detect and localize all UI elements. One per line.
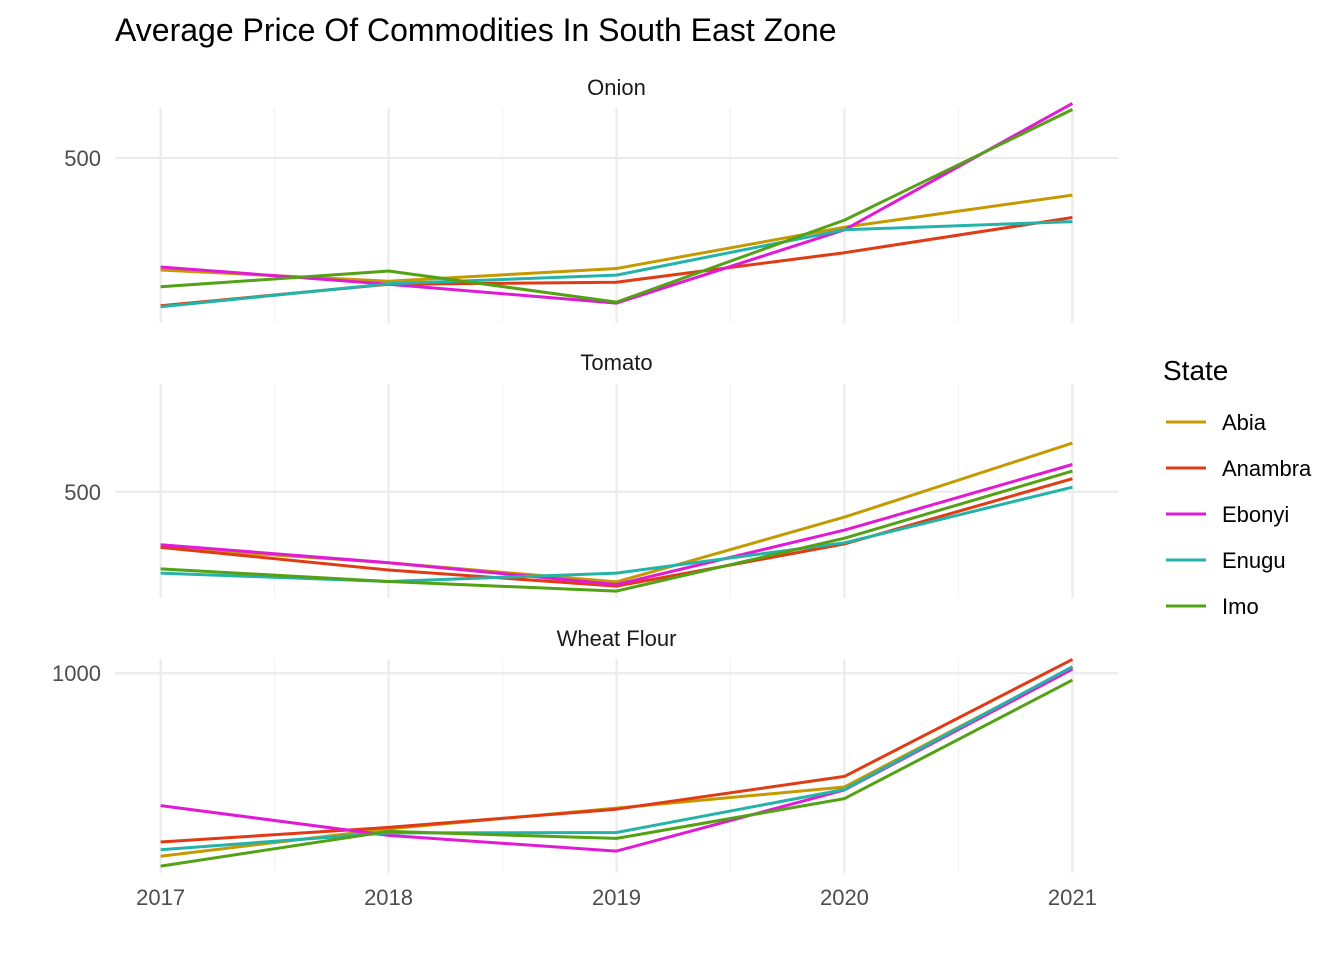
legend-label: Enugu — [1222, 548, 1286, 573]
chart-title: Average Price Of Commodities In South Ea… — [115, 12, 837, 48]
legend-label: Abia — [1222, 410, 1267, 435]
legend-title: State — [1163, 355, 1228, 386]
legend-item: Anambra — [1166, 456, 1312, 481]
x-tick-label: 2018 — [364, 885, 413, 910]
x-axis-ticks: 2017 2018 2019 2020 2021 — [136, 885, 1097, 910]
facet-panel: Onion 500 — [64, 75, 1118, 323]
legend-item: Enugu — [1166, 548, 1286, 573]
x-tick-label: 2019 — [592, 885, 641, 910]
series-line-ebonyi — [160, 463, 1073, 587]
facet-strip-label: Onion — [587, 75, 646, 100]
series-line-enugu — [160, 220, 1073, 309]
x-tick-label: 2017 — [136, 885, 185, 910]
facet-panels: Onion 500 Tomato 500 Wheat Flour 1000 — [52, 75, 1118, 873]
series-line-imo — [160, 678, 1074, 868]
facet-panel: Tomato 500 — [64, 350, 1118, 598]
x-tick-label: 2020 — [820, 885, 869, 910]
y-tick-label: 1000 — [52, 661, 101, 686]
legend-item: Abia — [1166, 410, 1267, 435]
series-line-imo — [160, 469, 1073, 593]
facet-strip-label: Tomato — [580, 350, 652, 375]
facet-panel: Wheat Flour 1000 — [52, 626, 1118, 873]
legend-item: Ebonyi — [1166, 502, 1289, 527]
y-tick-label: 500 — [64, 480, 101, 505]
x-tick-label: 2021 — [1048, 885, 1097, 910]
legend-label: Anambra — [1222, 456, 1312, 481]
legend-item: Imo — [1166, 594, 1259, 619]
series-line-anambra — [160, 658, 1074, 844]
legend-label: Ebonyi — [1222, 502, 1289, 527]
legend-label: Imo — [1222, 594, 1259, 619]
series-line-imo — [160, 108, 1074, 304]
series-line-enugu — [160, 665, 1074, 852]
legend: State Abia Anambra Ebonyi Enugu Imo — [1163, 355, 1312, 619]
series-line-anambra — [160, 477, 1073, 588]
y-tick-label: 500 — [64, 146, 101, 171]
facet-strip-label: Wheat Flour — [557, 626, 677, 651]
